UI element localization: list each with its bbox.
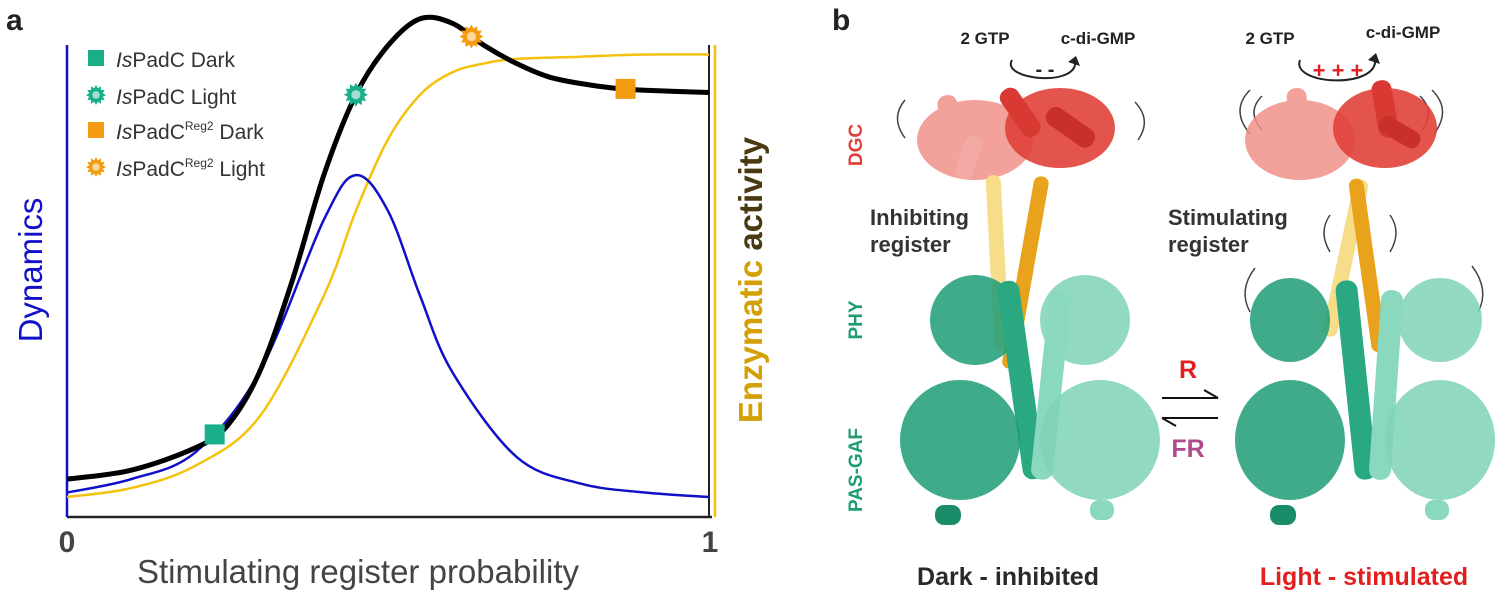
reverse-arrow-label: FR [1171, 435, 1204, 463]
forward-arrowhead [1203, 389, 1219, 399]
data-marker-3 [615, 78, 636, 99]
right-sign: + + + [1313, 58, 1364, 83]
left-register-line2: register [870, 232, 951, 257]
right-gtp-label: 2 GTP [1245, 29, 1294, 48]
chart-markers [204, 24, 636, 445]
series-line-dynamics [66, 173, 710, 499]
left-reaction-arrow [1009, 59, 1077, 79]
equilibrium-arrows: R FR [1161, 356, 1219, 463]
right-phy-domain [1250, 278, 1482, 480]
right-pas-gaf-domain [1235, 380, 1495, 525]
data-marker-1 [204, 424, 225, 445]
left-register-line1: Inhibiting [870, 205, 969, 230]
legend-star-teal [86, 85, 106, 105]
right-reaction-arrowhead [1368, 53, 1380, 64]
right-motion-arc-7 [1244, 267, 1256, 313]
left-pas-gaf-domain [900, 380, 1160, 525]
y-axis-title-left: Dynamics [12, 198, 49, 343]
right-motion-arc-6 [1389, 214, 1397, 253]
legend-marker-star-orange [86, 157, 106, 177]
activity-word: activity [732, 136, 769, 250]
forward-arrow-label: R [1179, 356, 1197, 384]
legend-item-4: IsPadCReg2 Light [116, 156, 265, 181]
left-gtp-label: 2 GTP [960, 29, 1009, 48]
left-product-label: c-di-GMP [1061, 29, 1136, 48]
right-state-label: Light - stimulated [1260, 563, 1468, 591]
reverse-arrowhead [1161, 417, 1177, 427]
series-line-enzymatic-activity [66, 53, 710, 499]
legend-item-1: IsPadC Dark [116, 49, 236, 72]
legend-item-3: IsPadCReg2 Dark [116, 119, 264, 144]
left-motion-arc-2 [1134, 101, 1145, 141]
structure-light: 2 GTP c-di-GMP + + + Stimulating registe… [1168, 23, 1495, 591]
x-tick-1: 1 [702, 526, 719, 559]
x-axis-title: Stimulating register probability [137, 553, 580, 590]
legend-marker-square-teal [88, 50, 104, 66]
structure-dark: 2 GTP c-di-GMP - - Inhibiting register [870, 29, 1160, 591]
legend-marker-square-orange [88, 122, 104, 138]
panel-a-letter: a [6, 4, 23, 37]
right-linker-dark [1348, 178, 1387, 353]
domain-label-phy: PHY [846, 300, 867, 339]
left-motion-arc-1 [896, 99, 906, 139]
right-reaction-arrow [1298, 57, 1377, 82]
right-product-label: c-di-GMP [1366, 23, 1441, 42]
panel-b-letter: b [832, 4, 850, 37]
left-reaction-arrowhead [1068, 56, 1080, 66]
right-motion-arc-5 [1323, 214, 1331, 253]
left-sign: - - [1036, 59, 1055, 81]
right-register-line1: Stimulating [1168, 205, 1288, 230]
x-tick-0: 0 [59, 526, 76, 559]
domain-label-dgc: DGC [846, 124, 867, 167]
left-dgc-domain [917, 87, 1115, 180]
right-dgc-domain [1245, 80, 1437, 180]
legend: IsPadC Dark IsPadC Light IsPadCReg2 Dark… [86, 49, 265, 181]
left-state-label: Dark - inhibited [917, 563, 1099, 591]
legend-star-orange [86, 157, 106, 177]
domain-label-pas-gaf: PAS-GAF [846, 428, 867, 512]
right-register-line2: register [1168, 232, 1249, 257]
data-marker-2 [343, 82, 368, 107]
legend-marker-star-teal [86, 85, 106, 105]
legend-item-2: IsPadC Light [116, 86, 236, 109]
data-marker-4 [459, 24, 484, 49]
enzymatic-word: Enzymatic [732, 251, 769, 423]
y-axis-title-right: Enzymatic activity [732, 136, 769, 423]
